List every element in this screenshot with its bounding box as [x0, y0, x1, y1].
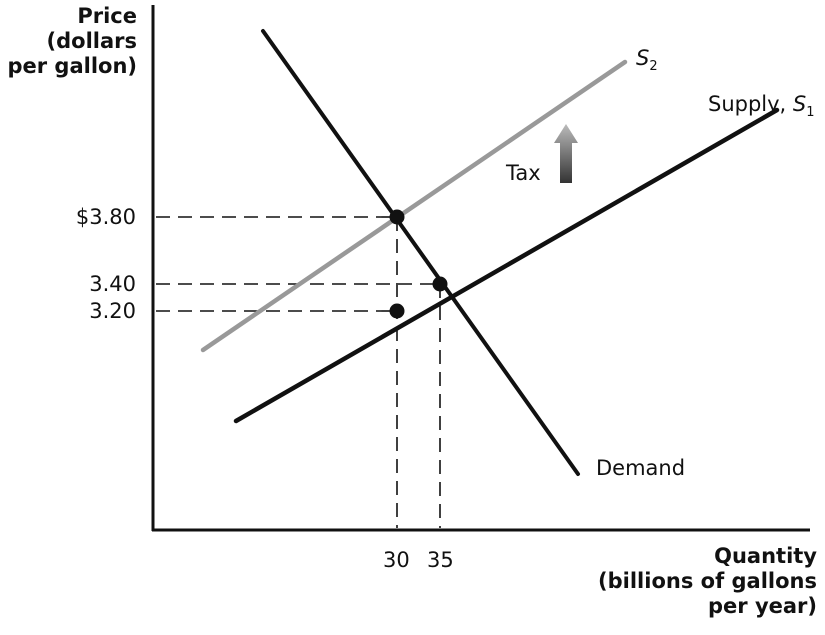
demand-line [261, 29, 580, 476]
supply-s2-line [200, 59, 628, 353]
supply-s1-label: Supply, S1 [708, 92, 815, 120]
x-axis-title: Quantity (billions of gallons per year) [598, 544, 817, 618]
y-tick-320: 3.20 [89, 299, 136, 323]
point-30-320 [389, 303, 405, 319]
x-tick-35: 35 [427, 548, 454, 572]
y-tick-380: $3.80 [75, 205, 136, 229]
supply-s1-line [233, 107, 780, 424]
point-35-340 [432, 276, 448, 292]
tax-arrow-icon [554, 124, 578, 183]
tax-label: Tax [506, 161, 541, 185]
y-tick-340: 3.40 [89, 272, 136, 296]
y-axis-title: Price (dollars per gallon) [7, 4, 137, 78]
s2-label: S2 [636, 46, 658, 74]
x-tick-30: 30 [383, 548, 410, 572]
guide-lines [156, 216, 441, 528]
point-30-380 [389, 209, 405, 225]
demand-label: Demand [596, 456, 686, 480]
